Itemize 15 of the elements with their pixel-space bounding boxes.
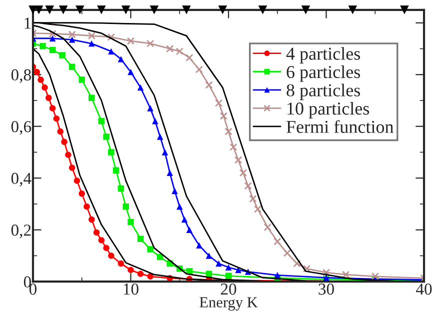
y-tick-label: 0,6 (11, 121, 32, 135)
y-tick-label: 0,4 (11, 172, 32, 186)
x-tick-label: 30 (318, 283, 334, 295)
y-tick-label: 0,2 (11, 224, 31, 238)
legend-label: 8 particles (286, 84, 360, 100)
x-tick-label: 20 (220, 283, 236, 295)
legend-label: 4 particles (286, 47, 360, 64)
x-tick-label: 40 (416, 283, 432, 295)
legend-label: 6 particles (286, 65, 360, 82)
x-tick-label: 10 (124, 283, 138, 295)
y-tick-label: 0,8 (11, 69, 31, 83)
x-axis-title: Energy K (200, 297, 258, 311)
y-tick-label: 1 (24, 18, 31, 29)
legend-label: 10 particles (288, 102, 370, 118)
legend-label: Fermi function (286, 120, 394, 133)
